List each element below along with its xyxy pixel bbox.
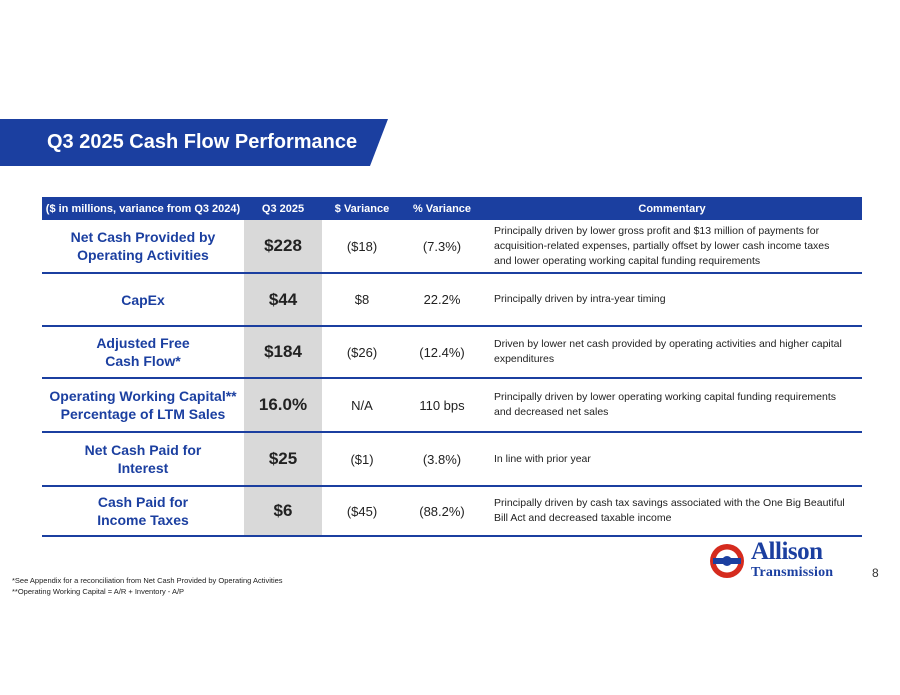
footnote-owc: **Operating Working Capital = A/R + Inve…	[12, 587, 185, 596]
row-q3-value: $6	[244, 487, 322, 535]
cash-flow-table: ($ in millions, variance from Q3 2024) Q…	[42, 197, 862, 537]
row-label: Operating Working Capital** Percentage o…	[49, 388, 237, 422]
table-row: Adjusted Free Cash Flow* $184 ($26) (12.…	[42, 327, 862, 379]
row-variance: $8	[354, 292, 370, 307]
row-variance: ($1)	[350, 451, 374, 467]
row-commentary: Principally driven by intra-year timing	[494, 293, 666, 305]
row-commentary: In line with prior year	[494, 452, 591, 465]
table-row: Cash Paid for Income Taxes $6 ($45) (88.…	[42, 487, 862, 537]
logo-wordmark-allison: Allison	[751, 538, 823, 565]
row-pct-variance: (3.8%)	[422, 451, 462, 467]
header-variance: $ Variance	[334, 202, 390, 215]
row-label: Cash Paid for Income Taxes	[97, 494, 189, 528]
row-pct-variance: (12.4%)	[419, 344, 465, 360]
row-label: Net Cash Paid for Interest	[84, 442, 202, 476]
row-q3-value: $228	[244, 220, 322, 272]
row-label: CapEx	[121, 291, 165, 308]
row-commentary: Principally driven by cash tax savings a…	[494, 497, 845, 524]
page-title: Q3 2025 Cash Flow Performance	[47, 131, 358, 153]
table-row: Net Cash Provided by Operating Activitie…	[42, 220, 862, 274]
row-commentary: Principally driven by lower operating wo…	[494, 391, 837, 418]
header-commentary: Commentary	[638, 202, 706, 215]
row-pct-variance: 110 bps	[419, 397, 465, 413]
row-variance: ($18)	[346, 238, 378, 254]
row-q3-value: $44	[244, 274, 322, 325]
header-q3: Q3 2025	[261, 202, 305, 215]
table-row: CapEx $44 $8 22.2% Principally driven by…	[42, 274, 862, 327]
allison-logo-icon	[710, 544, 744, 578]
title-banner: Q3 2025 Cash Flow Performance	[0, 119, 388, 166]
logo-wordmark-transmission: Transmission	[751, 565, 834, 580]
row-q3-value: $25	[244, 433, 322, 485]
row-commentary: Driven by lower net cash provided by ope…	[494, 338, 842, 365]
footnote-adjusted-fcf: *See Appendix for a reconciliation from …	[12, 576, 283, 585]
row-commentary: Principally driven by lower gross profit…	[494, 224, 830, 267]
row-variance: N/A	[351, 397, 373, 413]
row-pct-variance: (7.3%)	[422, 238, 462, 254]
row-label: Net Cash Provided by Operating Activitie…	[70, 229, 216, 263]
header-pct-variance: % Variance	[412, 202, 472, 215]
allison-logo: Allison Transmission	[709, 538, 861, 584]
row-variance: ($26)	[346, 344, 378, 360]
row-pct-variance: (88.2%)	[419, 503, 465, 519]
page-number: 8	[872, 566, 879, 580]
table-row: Operating Working Capital** Percentage o…	[42, 379, 862, 433]
table-row: Net Cash Paid for Interest $25 ($1) (3.8…	[42, 433, 862, 487]
row-q3-value: $184	[244, 327, 322, 377]
header-label: ($ in millions, variance from Q3 2024)	[45, 202, 241, 215]
footnotes: *See Appendix for a reconciliation from …	[12, 575, 283, 597]
row-variance: ($45)	[346, 503, 378, 519]
row-q3-value: 16.0%	[244, 379, 322, 431]
row-pct-variance: 22.2%	[423, 292, 461, 307]
table-header: ($ in millions, variance from Q3 2024) Q…	[42, 197, 862, 220]
row-label: Adjusted Free Cash Flow*	[96, 335, 190, 369]
